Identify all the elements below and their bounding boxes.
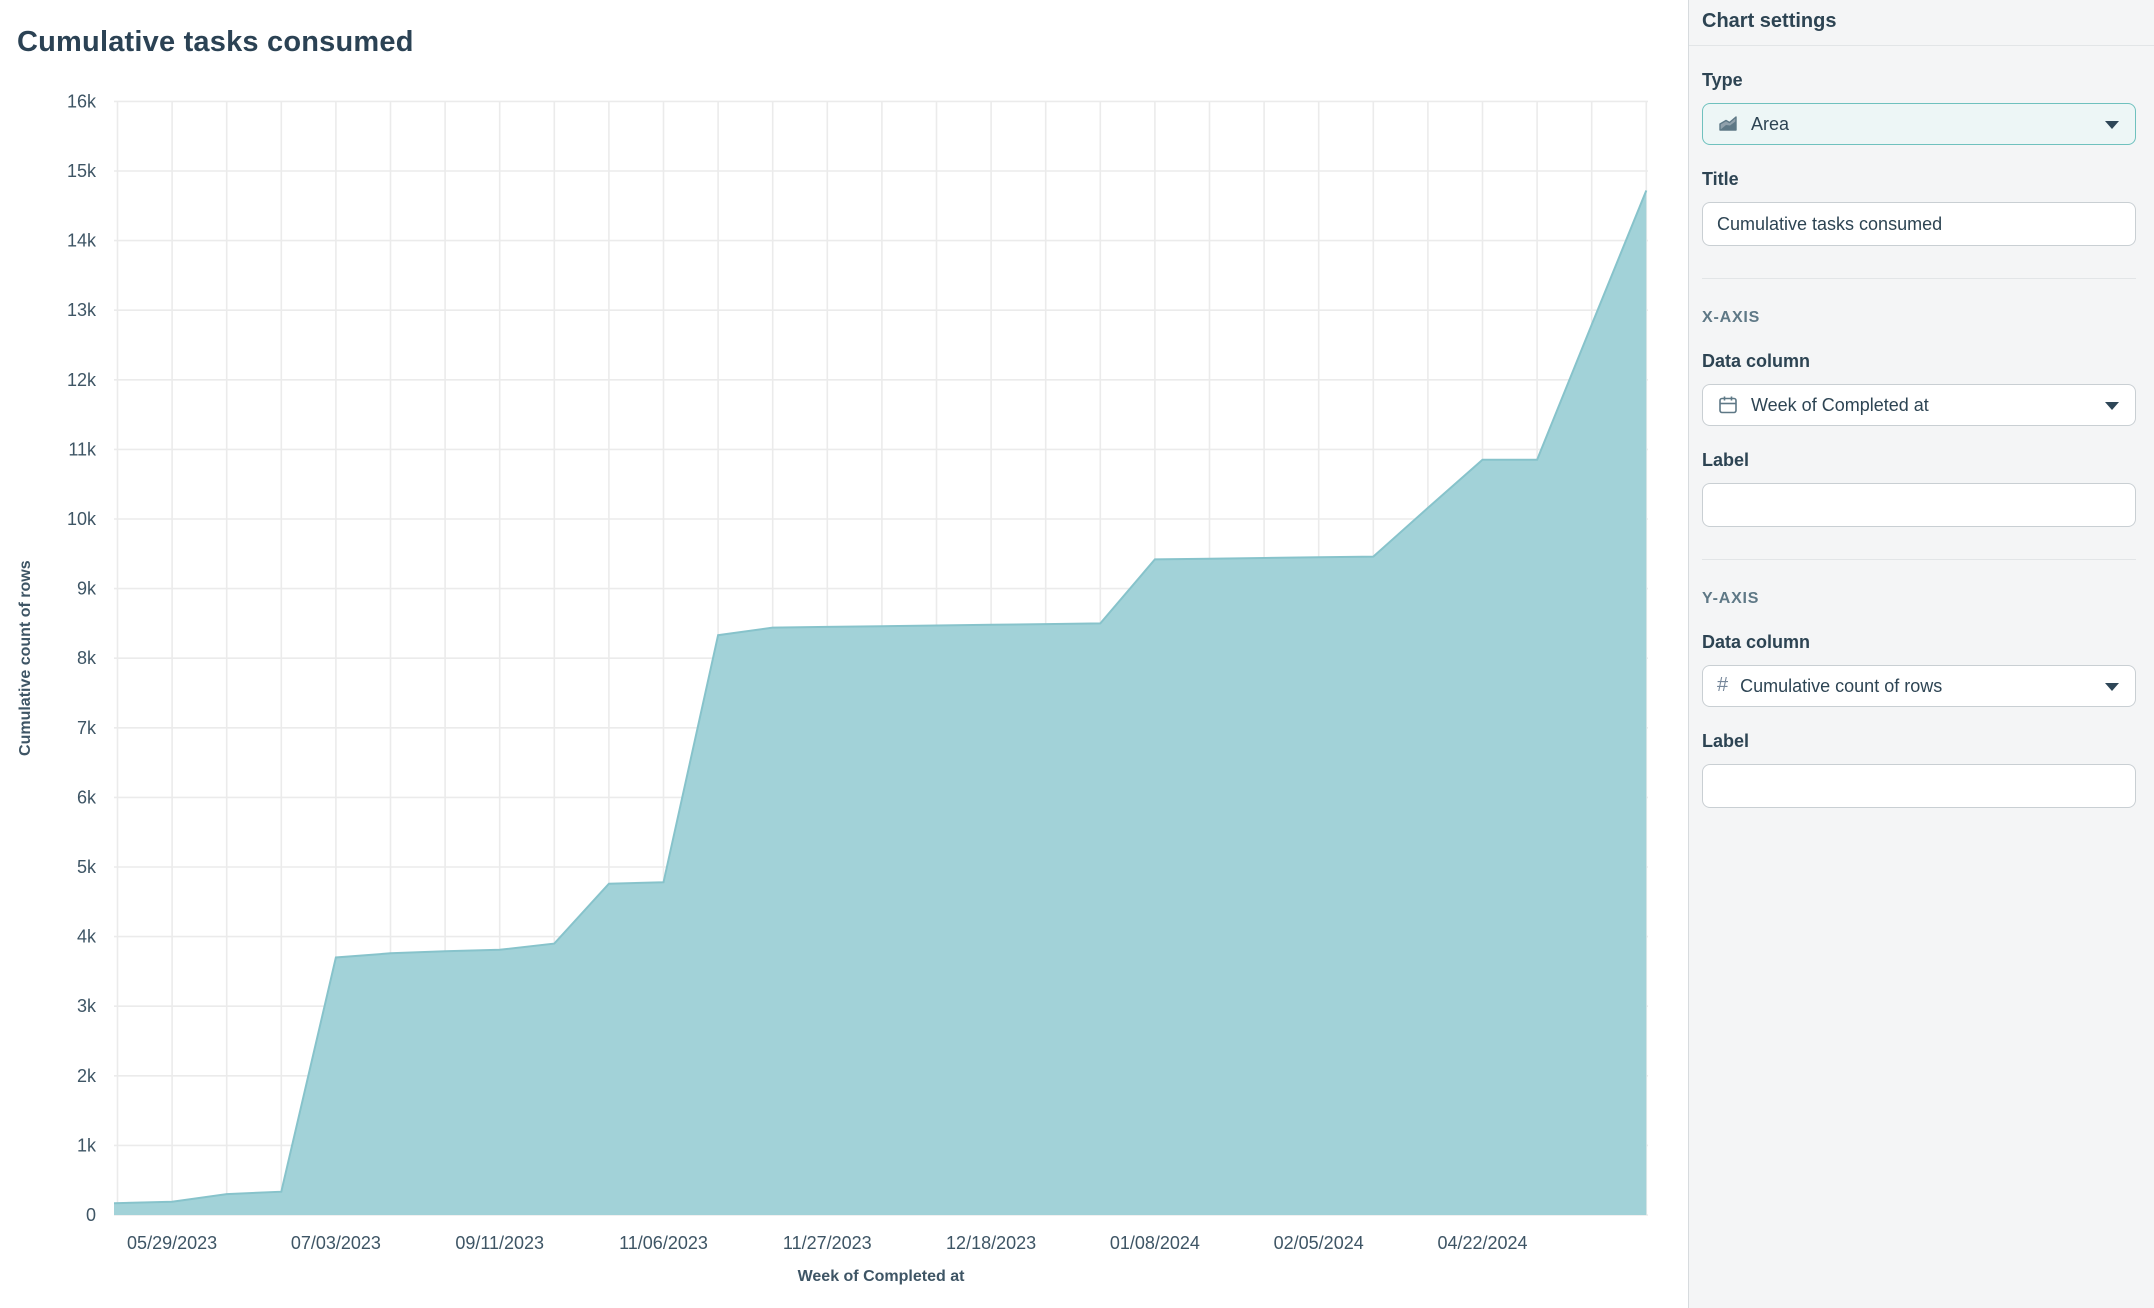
svg-text:11/06/2023: 11/06/2023	[619, 1233, 708, 1253]
svg-text:Cumulative count of rows: Cumulative count of rows	[17, 560, 34, 756]
section-divider	[1702, 278, 2136, 279]
x-data-column-select[interactable]: Week of Completed at	[1702, 384, 2136, 426]
svg-text:14k: 14k	[67, 231, 97, 251]
panel-body: Type Area Title X-AXIS Data column	[1689, 70, 2154, 808]
panel-header: Chart settings	[1689, 0, 2154, 46]
chart-title-input[interactable]	[1702, 202, 2136, 246]
svg-text:5k: 5k	[77, 857, 97, 877]
svg-text:07/03/2023: 07/03/2023	[291, 1233, 381, 1253]
svg-text:11k: 11k	[68, 439, 97, 459]
y-label-label: Label	[1702, 731, 1750, 751]
chart-settings-panel: Chart settings Type Area Title X-AXIS Da…	[1688, 0, 2154, 1308]
chevron-down-icon	[2105, 121, 2119, 129]
svg-text:3k: 3k	[77, 996, 97, 1016]
chart-type-value: Area	[1751, 113, 1790, 134]
number-icon: #	[1717, 673, 1729, 696]
y-axis-label-input[interactable]	[1702, 764, 2136, 808]
area-chart: 0 1k 2k 3k 4k 5k 6k 7k 8k 9k 10k 11k 12k 13k 14k 15k 16k…	[17, 91, 1648, 1285]
svg-text:2k: 2k	[77, 1066, 97, 1086]
x-axis-section-label: X-AXIS	[1702, 309, 1761, 326]
calendar-icon	[1717, 394, 1739, 416]
svg-text:10k: 10k	[67, 509, 97, 529]
svg-text:15k: 15k	[67, 161, 97, 181]
svg-text:1k: 1k	[77, 1135, 97, 1155]
section-divider	[1702, 559, 2136, 560]
area-chart-icon	[1717, 113, 1739, 135]
svg-text:7k: 7k	[77, 718, 97, 738]
svg-text:12/18/2023: 12/18/2023	[946, 1233, 1036, 1253]
x-data-column-value: Week of Completed at	[1751, 394, 1929, 415]
svg-text:05/29/2023: 05/29/2023	[127, 1233, 217, 1253]
svg-text:13k: 13k	[67, 300, 97, 320]
x-label-label: Label	[1702, 450, 1750, 470]
type-label: Type	[1702, 70, 1743, 90]
y-axis-section-label: Y-AXIS	[1702, 590, 1760, 607]
chart-type-select[interactable]: Area	[1702, 103, 2136, 145]
svg-text:16k: 16k	[67, 91, 97, 111]
y-data-column-select[interactable]: # Cumulative count of rows	[1702, 665, 2136, 707]
svg-text:8k: 8k	[77, 648, 97, 668]
svg-text:9k: 9k	[77, 579, 97, 599]
svg-text:01/08/2024: 01/08/2024	[1110, 1233, 1200, 1253]
x-data-column-label: Data column	[1702, 351, 1811, 371]
chart-canvas: Cumulative tasks consumed 0 1k 2k 3k 4k 5k 6k 7…	[17, 26, 1648, 1285]
svg-text:02/05/2024: 02/05/2024	[1274, 1233, 1364, 1253]
title-label: Title	[1702, 169, 1739, 189]
svg-text:6k: 6k	[77, 787, 97, 807]
svg-text:09/11/2023: 09/11/2023	[455, 1233, 544, 1253]
x-axis-label-input[interactable]	[1702, 483, 2136, 527]
chevron-down-icon	[2105, 402, 2119, 410]
chart-title: Cumulative tasks consumed	[17, 26, 414, 58]
chevron-down-icon	[2105, 683, 2119, 691]
svg-text:04/22/2024: 04/22/2024	[1437, 1233, 1527, 1253]
y-data-column-value: Cumulative count of rows	[1740, 675, 1943, 696]
svg-text:12k: 12k	[67, 370, 97, 390]
svg-text:11/27/2023: 11/27/2023	[783, 1233, 872, 1253]
svg-text:4k: 4k	[77, 927, 97, 947]
svg-text:Week of Completed at: Week of Completed at	[798, 1268, 966, 1285]
svg-text:0: 0	[86, 1205, 96, 1225]
y-data-column-label: Data column	[1702, 632, 1811, 652]
